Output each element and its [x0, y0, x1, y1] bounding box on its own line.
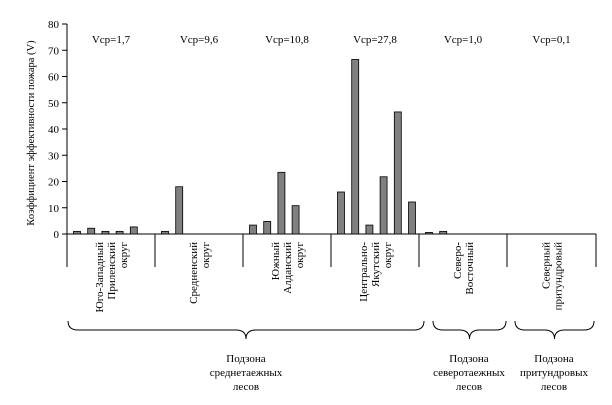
y-tick-label: 10 — [48, 203, 60, 215]
bar — [337, 191, 345, 235]
vcp-label: Vср=27,8 — [353, 34, 397, 46]
subzone-brace — [432, 320, 507, 340]
bar — [439, 230, 448, 235]
vcp-label: Vср=1,7 — [92, 34, 131, 46]
bar — [425, 232, 433, 235]
axes: 0 10 20 30 40 50 60 70 80 Коэффициент эффективнос… — [26, 19, 597, 267]
bar — [161, 230, 169, 235]
vcp-label: Vср=10,8 — [265, 34, 309, 46]
bars — [73, 59, 448, 235]
group-label: Приленский — [106, 242, 118, 300]
y-tick-label: 40 — [48, 124, 60, 136]
bar — [175, 186, 184, 235]
y-tick-label: 80 — [48, 19, 60, 31]
y-tick-label: 70 — [48, 45, 60, 57]
bar — [277, 171, 286, 235]
bar — [101, 230, 110, 235]
bar — [291, 205, 300, 235]
subzone-brace — [514, 320, 595, 340]
y-tick-label: 0 — [54, 229, 60, 241]
bar — [115, 230, 124, 235]
bar — [365, 224, 374, 235]
subzone-label: лесов — [456, 381, 482, 393]
group-label: округ — [294, 242, 306, 269]
group-label: Южный — [270, 242, 282, 280]
y-tick-label: 30 — [48, 150, 60, 162]
group-label: Центрально- — [358, 242, 370, 302]
bar — [129, 226, 138, 235]
y-tick-label: 60 — [48, 72, 60, 84]
bar — [393, 111, 402, 235]
group-label: Северо- — [452, 242, 464, 279]
group-label: округ — [118, 242, 130, 269]
group-label: округ — [382, 242, 394, 269]
group-label: Средненский — [188, 242, 200, 304]
vcp-label: Vср=1,0 — [444, 34, 483, 46]
subzone-label: лесов — [233, 381, 259, 393]
bar — [408, 201, 416, 235]
bar — [263, 220, 272, 235]
subzone-label: Подзона — [449, 353, 489, 365]
group-label: Восточный — [464, 242, 476, 295]
y-tick-label: 50 — [48, 98, 60, 110]
bar — [87, 227, 96, 235]
group-label: Якутский — [370, 242, 382, 287]
subzone-label: северотаежных — [433, 367, 505, 379]
group-label: притундровый — [553, 242, 565, 311]
subzone-label: Подзона — [534, 353, 574, 365]
bar — [73, 230, 81, 235]
group-label: Юго-Западный — [94, 242, 106, 313]
subzone-label: среднетаежных — [210, 367, 283, 379]
group-label: Алданский — [282, 242, 294, 294]
vcp-label: Vср=9,6 — [180, 34, 219, 46]
subzone-label: притундровых — [520, 367, 589, 379]
y-axis-title: Коэффициент эффективности пожара (V) — [26, 40, 37, 226]
subzone-label: лесов — [541, 381, 567, 393]
group-label: округ — [200, 242, 212, 269]
bar — [351, 59, 360, 235]
y-tick-label: 20 — [48, 177, 60, 189]
bar — [249, 224, 257, 235]
subzone-brace — [67, 320, 425, 340]
bar — [379, 176, 388, 235]
subzone-label: Подзона — [226, 353, 266, 365]
vcp-label: Vср=0,1 — [532, 34, 570, 46]
group-label: Северный — [541, 242, 553, 289]
